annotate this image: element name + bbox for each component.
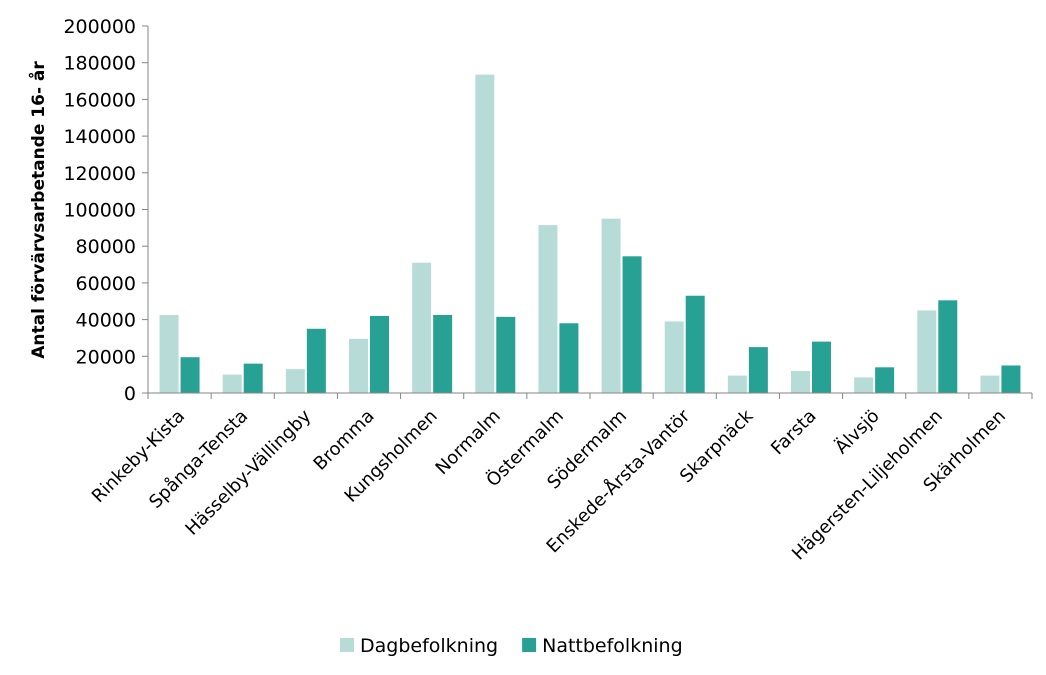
bar-dagbefolkning [538,225,558,393]
bar-dagbefolkning [349,338,368,393]
x-tick-label: Älvsjö [831,406,884,459]
x-tick-label: Hässelby-Vällingby [181,405,315,539]
bars [159,74,1021,393]
y-axis-title: Antal förvärvsarbetande 16- år [27,61,49,359]
y-tick-label: 0 [124,383,136,405]
y-tick-label: 20000 [76,346,136,368]
bar-nattbefolkning [496,316,516,393]
bar-nattbefolkning [938,300,958,393]
legend-label: Dagbefolkning [360,635,498,657]
bar-dagbefolkning [475,74,495,393]
y-tick-label: 100000 [63,200,136,222]
bar-dagbefolkning [412,262,432,393]
bar-nattbefolkning [622,256,642,393]
bar-dagbefolkning [285,369,305,393]
bar-dagbefolkning [727,375,747,393]
category-labels: Rinkeby-KistaSpånga-TenstaHässelby-Välli… [88,405,1010,565]
x-tick-label: Farsta [767,406,820,459]
legend-swatch [522,638,537,652]
legend-swatch [340,638,354,652]
bar-dagbefolkning [854,377,874,393]
bar-nattbefolkning [433,315,453,393]
x-axis [147,392,1033,399]
bar-dagbefolkning [980,375,1000,393]
y-tick-label: 120000 [63,163,136,185]
bar-nattbefolkning [559,323,579,393]
y-tick-label: 80000 [76,236,136,258]
bar-dagbefolkning [917,310,937,393]
bar-nattbefolkning [370,315,389,393]
bar-dagbefolkning [222,374,242,393]
bar-nattbefolkning [748,347,768,393]
y-tick-label: 160000 [63,89,136,111]
bar-nattbefolkning [1001,365,1021,393]
bar-nattbefolkning [685,295,705,393]
y-tick-label: 40000 [76,310,136,332]
bar-nattbefolkning [812,341,831,393]
y-tick-label: 180000 [63,53,136,75]
y-tick-label: 200000 [63,16,136,38]
y-tick-label: 140000 [63,126,136,148]
legend-item: Nattbefolkning [522,635,683,657]
y-axis: 0 20000 40000 60000 80000 100000 120000 140000 1… [63,16,149,405]
bar-dagbefolkning [791,370,810,393]
legend: Dagbefolkning Nattbefolkning [340,635,683,657]
bar-nattbefolkning [875,367,895,393]
y-tick-label: 60000 [76,273,136,295]
legend-item: Dagbefolkning [340,635,498,657]
bar-dagbefolkning [601,218,621,393]
bar-dagbefolkning [664,321,684,393]
bar-nattbefolkning [243,363,263,393]
bar-dagbefolkning [159,315,179,393]
bar-nattbefolkning [180,357,200,393]
legend-label: Nattbefolkning [542,635,683,657]
bar-nattbefolkning [306,328,326,393]
